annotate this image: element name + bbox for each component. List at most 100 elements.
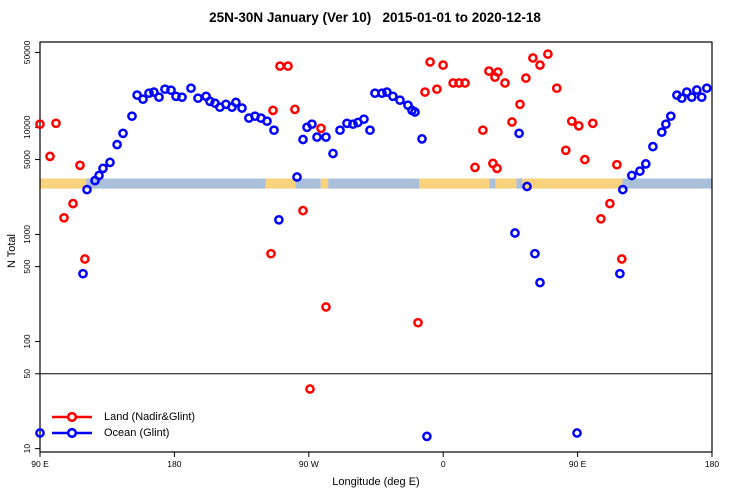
band-segment-land (320, 178, 329, 189)
band-segment-ocean (86, 178, 266, 189)
band-segment-ocean (489, 178, 496, 189)
ocean-point (377, 88, 387, 99)
ocean-point (205, 96, 215, 107)
ocean-point (514, 128, 524, 139)
land-point (596, 213, 606, 224)
land-point (305, 384, 315, 394)
ocean-point (510, 228, 520, 238)
legend-ocean-symbol-icon (52, 427, 92, 439)
ocean-point (262, 116, 272, 127)
ocean-point (422, 431, 432, 442)
land-point (551, 83, 562, 94)
land-point (35, 119, 45, 130)
ocean-point (231, 97, 241, 108)
land-point (493, 67, 503, 77)
ocean-point (94, 170, 104, 181)
chart-title: 25N-30N January (Ver 10) 2015-01-01 to 2… (209, 10, 541, 25)
band-segment-land (522, 178, 623, 189)
land-point (448, 78, 458, 88)
y-tick-label: 1000 (22, 225, 32, 244)
ocean-point (665, 111, 676, 122)
x-tick-label: 180 (167, 459, 181, 469)
plot-border (39, 41, 713, 453)
land-point (543, 49, 553, 59)
ocean-point (269, 125, 279, 136)
ocean-point (98, 163, 108, 174)
y-axis-title: N Total (6, 233, 18, 269)
ocean-point (617, 184, 628, 195)
ocean-point (410, 107, 420, 117)
ocean-point (359, 114, 369, 125)
ocean-point (417, 134, 427, 144)
band-segment-land (40, 178, 87, 189)
ocean-point (321, 132, 331, 142)
x-axis-title: Longitude (deg E) (332, 476, 420, 488)
land-point (283, 61, 293, 71)
land-point (492, 163, 502, 174)
land-point (321, 302, 331, 312)
land-point (573, 121, 584, 131)
ocean-point (35, 428, 45, 438)
band-segment-land (265, 178, 296, 189)
land-point (605, 198, 615, 209)
ocean-point (661, 119, 671, 130)
land-point (51, 118, 61, 129)
ocean-point (626, 170, 637, 181)
land-point (484, 66, 494, 76)
ocean-point (292, 172, 302, 182)
ocean-point (535, 277, 545, 288)
ocean-point (635, 166, 645, 176)
x-tick-label: 180 (705, 459, 719, 469)
legend-land-symbol-icon (52, 411, 92, 423)
ocean-point (78, 268, 88, 279)
ocean-point (186, 83, 196, 94)
land-point (438, 60, 448, 70)
ocean-point (530, 248, 540, 259)
ocean-point (615, 268, 625, 279)
ocean-point (681, 87, 692, 97)
land-point (460, 78, 470, 88)
band-segment-ocean (516, 178, 523, 189)
land-point (290, 104, 300, 115)
land-point (413, 317, 423, 328)
land-point (587, 118, 598, 129)
legend-item-ocean: Ocean (Glint) (50, 425, 195, 441)
land-point (528, 53, 538, 63)
ocean-point (388, 91, 398, 102)
y-tick-label: 500 (22, 259, 32, 273)
x-tick-label: 0 (441, 459, 446, 469)
ocean-point (154, 92, 164, 103)
land-point (45, 151, 55, 162)
land-point (59, 212, 69, 223)
legend-ocean-label: Ocean (Glint) (104, 427, 170, 439)
ocean-point (328, 148, 338, 159)
band-segment-land (495, 178, 517, 189)
ocean-point (118, 128, 128, 139)
y-tick-label: 50 (22, 369, 32, 379)
land-point (579, 154, 590, 165)
ocean-point (640, 159, 651, 169)
ocean-point (522, 181, 532, 192)
ocean-point (365, 125, 375, 136)
ocean-point (298, 134, 308, 145)
ocean-point (656, 127, 667, 138)
land-point (521, 73, 531, 83)
ocean-point (701, 83, 712, 94)
y-tick-label: 10 (22, 444, 32, 454)
y-tick-label: 100 (22, 334, 32, 348)
ocean-point (312, 132, 322, 142)
x-tick-label: 90 W (299, 459, 319, 469)
ocean-point (348, 119, 358, 130)
x-tick-label: 90 E (569, 459, 587, 469)
land-point (470, 162, 480, 173)
land-point (566, 116, 577, 127)
land-point (75, 160, 85, 171)
ocean-point (144, 88, 154, 99)
land-point (266, 248, 276, 259)
x-tick-label: 90 E (31, 459, 49, 469)
land-point (616, 254, 627, 264)
land-point (80, 254, 90, 264)
land-point (298, 205, 308, 216)
